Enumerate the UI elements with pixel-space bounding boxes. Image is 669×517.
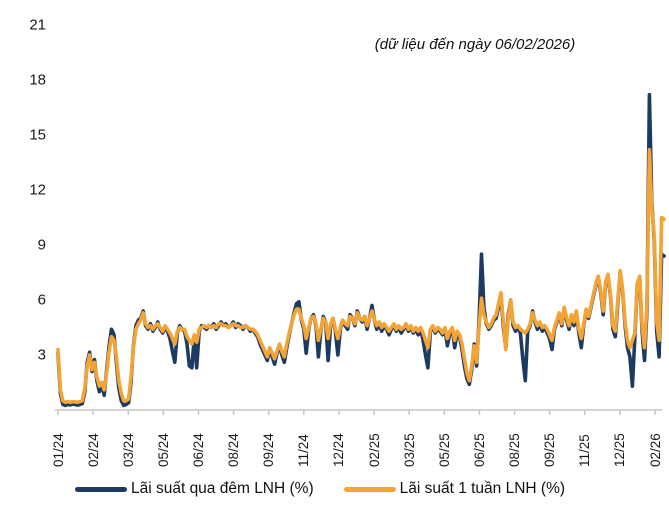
x-axis-tick-label: 03/24 (120, 433, 136, 467)
y-axis-tick-label: 18 (29, 71, 46, 89)
x-axis-tick-label: 09/24 (261, 433, 277, 467)
one-week-legend-label: Lãi suất 1 tuần LNH (%) (399, 480, 566, 497)
y-axis-tick-label: 3 (37, 346, 46, 364)
legend-item-overnight: Lãi suất qua đêm LNH (%) (74, 480, 314, 498)
x-axis-tick-label: 02/26 (647, 433, 663, 467)
x-axis-tick-label: 02/24 (85, 433, 101, 467)
one-week-legend-swatch (343, 486, 396, 492)
y-axis-tick-label: 12 (29, 181, 46, 199)
x-axis-tick-label: 06/25 (471, 433, 487, 467)
x-axis-tick-label: 11/24 (296, 434, 312, 467)
x-axis-tick-label: 05/24 (155, 433, 171, 467)
overnight-legend-swatch (74, 486, 127, 492)
x-axis-tick-label: 08/25 (507, 433, 523, 467)
overnight-legend-label: Lãi suất qua đêm LNH (%) (130, 480, 314, 497)
legend-item-one-week: Lãi suất 1 tuần LNH (%) (343, 480, 566, 498)
y-axis-tick-label: 15 (29, 126, 46, 144)
x-axis-tick-label: 12/25 (612, 433, 628, 467)
x-axis-tick-label: 08/24 (226, 433, 242, 467)
one-week-rate-line (56, 147, 666, 405)
x-axis-tick-label: 02/25 (366, 433, 382, 467)
x-axis-tick-label: 03/25 (401, 433, 417, 467)
data-date-annotation: (dữ liệu đến ngày 06/02/2026) (374, 36, 576, 53)
overnight-rate-line (56, 92, 666, 408)
x-axis-ticks (57, 410, 656, 415)
y-axis-tick-label: 21 (29, 16, 46, 34)
x-axis-tick-label: 01/24 (50, 433, 66, 467)
y-axis-tick-label: 9 (37, 236, 46, 254)
x-axis-tick-label: 06/24 (190, 433, 206, 467)
x-axis-tick-label: 11/25 (577, 434, 593, 467)
chart-legend: Lãi suất qua đêm LNH (%) Lãi suất 1 tuần… (30, 480, 610, 498)
y-axis-tick-label: 6 (37, 291, 46, 309)
x-axis-tick-label: 09/25 (542, 433, 558, 467)
x-axis-tick-label: 12/24 (331, 433, 347, 467)
x-axis-tick-label: 05/25 (436, 433, 452, 467)
